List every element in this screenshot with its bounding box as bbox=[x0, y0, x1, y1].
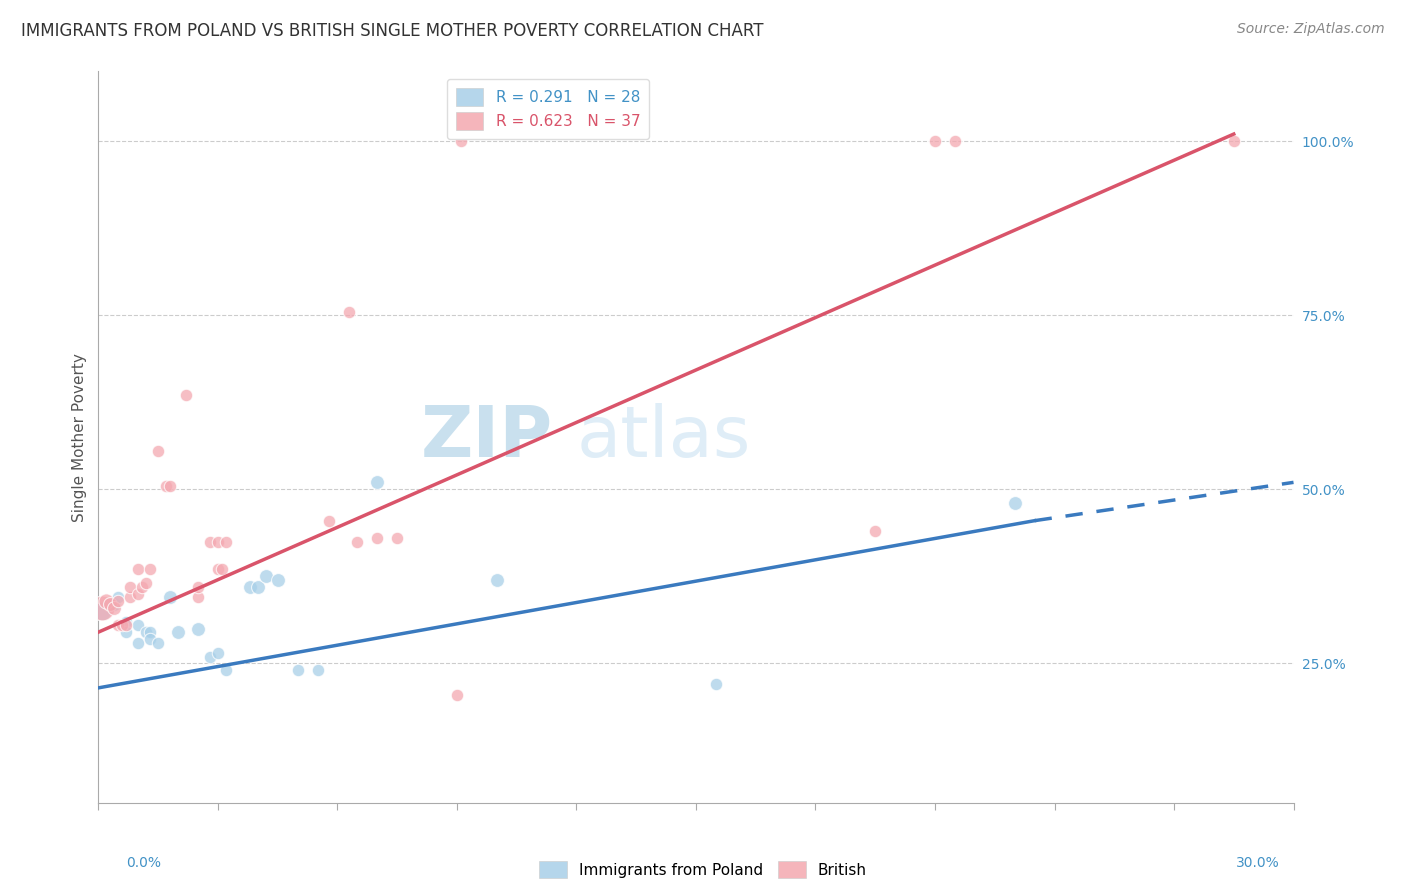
Point bbox=[148, 444, 170, 458]
Y-axis label: Single Mother Poverty: Single Mother Poverty bbox=[72, 352, 87, 522]
Point bbox=[207, 534, 229, 549]
Point bbox=[446, 688, 468, 702]
Point bbox=[211, 562, 233, 576]
Point bbox=[91, 604, 114, 618]
Point bbox=[103, 597, 125, 611]
Point bbox=[115, 615, 138, 629]
Point bbox=[450, 134, 472, 148]
Text: ZIP: ZIP bbox=[420, 402, 553, 472]
Point bbox=[239, 580, 262, 594]
Point bbox=[1223, 134, 1246, 148]
Point bbox=[339, 304, 361, 318]
Point bbox=[155, 479, 177, 493]
Point bbox=[198, 649, 221, 664]
Text: IMMIGRANTS FROM POLAND VS BRITISH SINGLE MOTHER POVERTY CORRELATION CHART: IMMIGRANTS FROM POLAND VS BRITISH SINGLE… bbox=[21, 22, 763, 40]
Point bbox=[187, 622, 209, 636]
Point bbox=[485, 573, 508, 587]
Point bbox=[120, 580, 142, 594]
Point bbox=[139, 625, 162, 640]
Text: atlas: atlas bbox=[576, 402, 751, 472]
Point bbox=[127, 618, 149, 632]
Point bbox=[215, 664, 238, 678]
Point bbox=[98, 597, 122, 611]
Point bbox=[148, 635, 170, 649]
Point bbox=[96, 594, 118, 608]
Point bbox=[103, 600, 125, 615]
Point bbox=[111, 618, 134, 632]
Point bbox=[127, 562, 149, 576]
Point bbox=[107, 594, 129, 608]
Legend: R = 0.291   N = 28, R = 0.623   N = 37: R = 0.291 N = 28, R = 0.623 N = 37 bbox=[447, 79, 650, 139]
Point bbox=[120, 591, 142, 605]
Point bbox=[924, 134, 946, 148]
Point bbox=[174, 388, 197, 402]
Point bbox=[287, 664, 309, 678]
Point bbox=[115, 625, 138, 640]
Point bbox=[167, 625, 190, 640]
Text: 30.0%: 30.0% bbox=[1236, 856, 1279, 871]
Legend: Immigrants from Poland, British: Immigrants from Poland, British bbox=[533, 855, 873, 884]
Point bbox=[187, 591, 209, 605]
Point bbox=[346, 534, 368, 549]
Point bbox=[139, 632, 162, 646]
Point bbox=[366, 475, 388, 490]
Point bbox=[366, 531, 388, 545]
Point bbox=[198, 534, 221, 549]
Point bbox=[127, 635, 149, 649]
Point bbox=[135, 576, 157, 591]
Point bbox=[139, 562, 162, 576]
Point bbox=[91, 600, 114, 615]
Point bbox=[215, 534, 238, 549]
Point bbox=[943, 134, 966, 148]
Point bbox=[254, 569, 277, 583]
Point bbox=[115, 618, 138, 632]
Point bbox=[246, 580, 269, 594]
Text: Source: ZipAtlas.com: Source: ZipAtlas.com bbox=[1237, 22, 1385, 37]
Point bbox=[159, 479, 181, 493]
Text: 0.0%: 0.0% bbox=[127, 856, 162, 871]
Point bbox=[385, 531, 409, 545]
Point bbox=[98, 597, 122, 611]
Point bbox=[127, 587, 149, 601]
Point bbox=[159, 591, 181, 605]
Point bbox=[107, 591, 129, 605]
Point bbox=[135, 625, 157, 640]
Point bbox=[131, 580, 153, 594]
Point bbox=[865, 524, 887, 538]
Point bbox=[207, 562, 229, 576]
Point bbox=[267, 573, 290, 587]
Point bbox=[107, 618, 129, 632]
Point bbox=[704, 677, 727, 691]
Point bbox=[207, 646, 229, 660]
Point bbox=[307, 664, 329, 678]
Point bbox=[318, 514, 340, 528]
Point bbox=[187, 580, 209, 594]
Point bbox=[1004, 496, 1026, 510]
